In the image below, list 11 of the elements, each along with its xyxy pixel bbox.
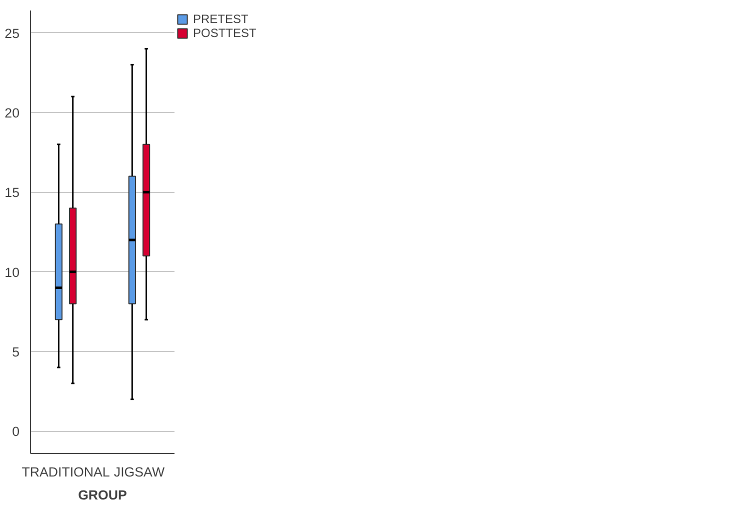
y-tick-label: 5 xyxy=(12,344,20,360)
x-tick-label: JIGSAW xyxy=(114,464,165,480)
y-tick-label: 15 xyxy=(4,185,20,200)
y-tick-label: 10 xyxy=(4,264,20,280)
y-tick-label: 25 xyxy=(4,26,20,41)
legend-label: PRETEST xyxy=(193,12,248,26)
legend-label: POSTTEST xyxy=(193,26,256,40)
x-tick-label: TRADITIONAL xyxy=(22,464,110,480)
y-tick-label: 0 xyxy=(12,424,20,440)
x-axis-title: GROUP xyxy=(78,488,128,502)
y-tick-label: 20 xyxy=(4,105,20,120)
